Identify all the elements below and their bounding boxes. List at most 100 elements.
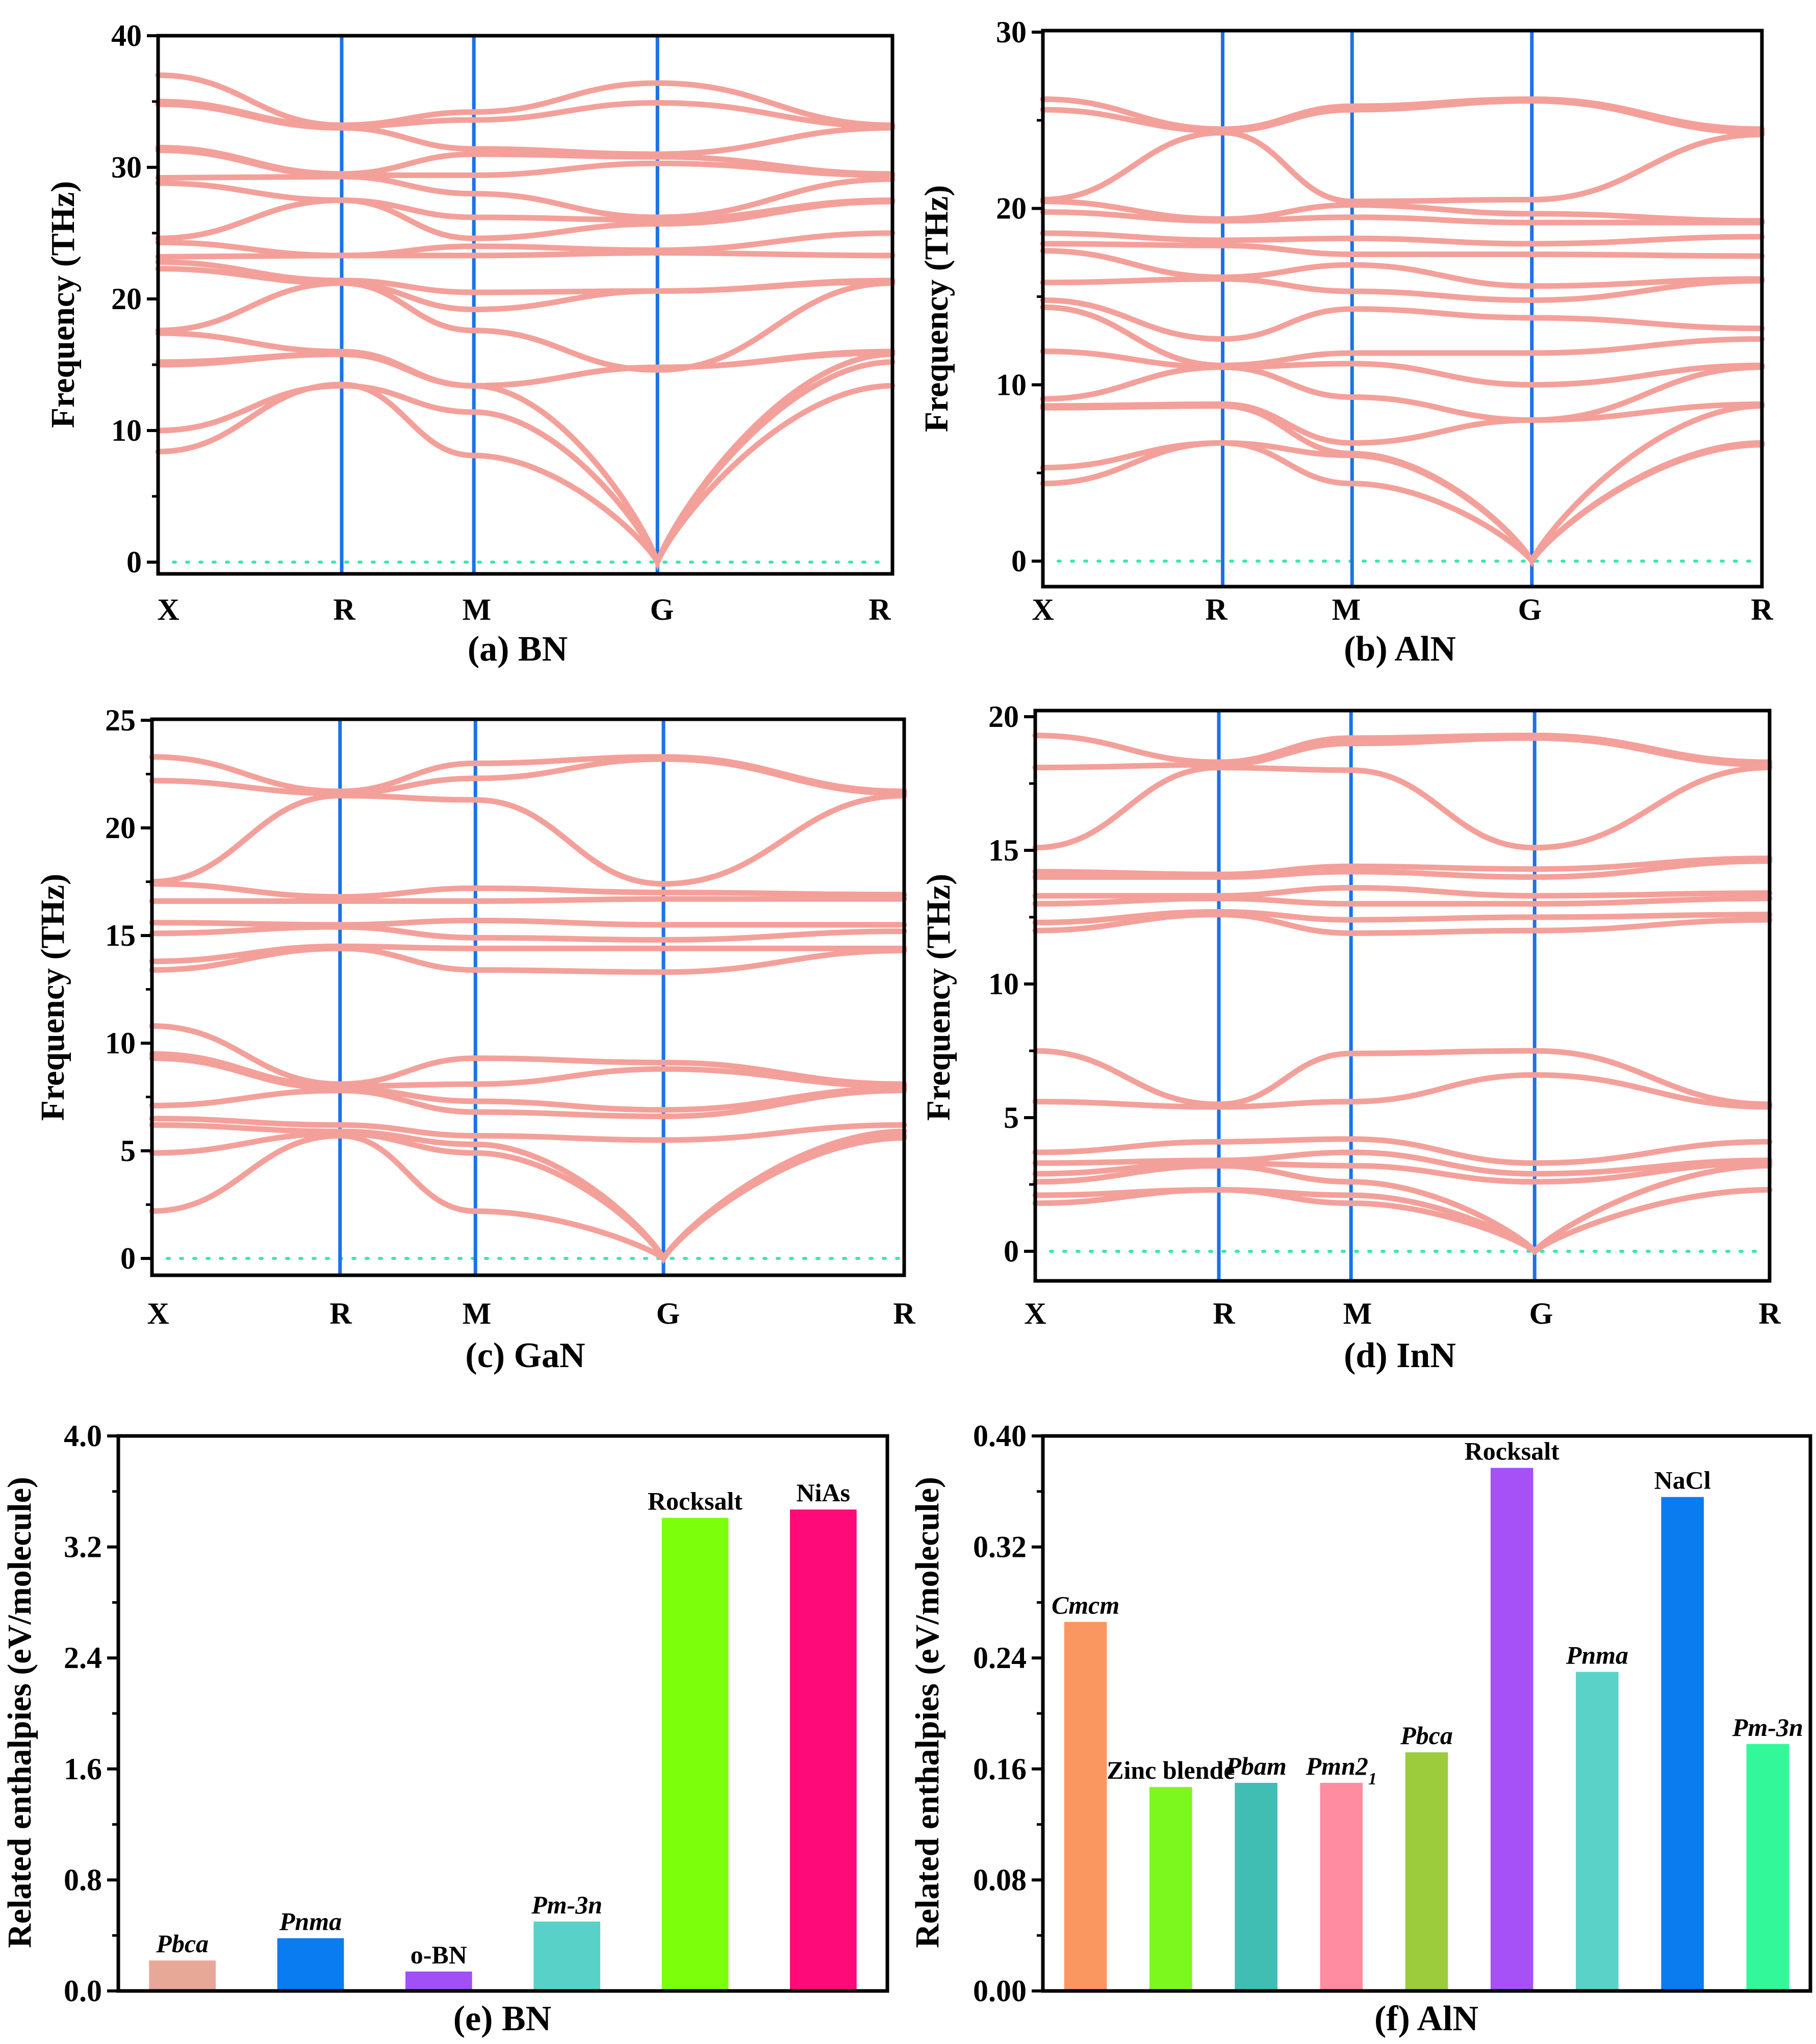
k-point-label-M: M — [1332, 593, 1361, 626]
k-point-label-G: G — [650, 593, 674, 626]
phonon-band-6 — [149, 1051, 907, 1089]
y-tick-label: 0.08 — [973, 1863, 1027, 1897]
y-tick-label: 2.4 — [64, 1641, 102, 1675]
y-tick-label: 10 — [105, 1026, 136, 1060]
y-tick-label: 0 — [120, 1242, 136, 1275]
bar-zinc-blende — [1149, 1787, 1192, 1991]
phonon-band-9 — [1032, 909, 1773, 925]
phonon-band-9 — [155, 230, 896, 259]
phonon-band-4 — [149, 1088, 907, 1120]
phonon-band-5 — [1040, 348, 1765, 388]
phonon-band-8 — [1040, 276, 1765, 303]
plot-frame — [1033, 709, 1772, 1283]
phonon-band-4 — [1040, 364, 1765, 423]
phonon-band-12 — [155, 173, 896, 220]
bar-label: Pbam — [1225, 1752, 1286, 1780]
phonon-band-13 — [1040, 198, 1765, 224]
y-tick-label: 0 — [126, 545, 142, 579]
bar-label: Pm-3n — [1732, 1713, 1803, 1742]
bar-pm-3n — [533, 1922, 600, 1991]
phonon-band-8 — [1032, 912, 1773, 936]
k-point-label-G: G — [1518, 593, 1542, 626]
bar-label: Pnma — [279, 1907, 342, 1936]
phonon-band-4 — [1032, 1149, 1773, 1177]
panel-b-aln-phonon: 0 10 20 30 X R M G R Frequency (THz) (b) AlN — [918, 15, 1773, 669]
phonon-band-7 — [155, 259, 896, 295]
bar-label: Cmcm — [1052, 1591, 1119, 1620]
phonon-band-7 — [1040, 297, 1765, 342]
panel-caption: (d) InN — [1344, 1336, 1456, 1375]
y-tick-label: 0.32 — [973, 1530, 1027, 1564]
phonon-band-6 — [1032, 1072, 1773, 1110]
phonon-band-9 — [149, 943, 907, 965]
y-tick-label: 10 — [996, 368, 1027, 401]
phonon-band-1 — [1032, 1187, 1773, 1255]
bar-label: Pm-3n — [531, 1890, 602, 1919]
phonon-band-14 — [1040, 130, 1765, 205]
phonon-band-14 — [155, 144, 896, 177]
bar-label: NiAs — [797, 1478, 851, 1507]
bar-label: Pnma — [1566, 1641, 1628, 1669]
y-tick-label: 0.8 — [64, 1863, 102, 1897]
y-tick-label: 15 — [105, 919, 136, 952]
panel-caption: (a) BN — [468, 629, 568, 669]
panel-caption: (e) BN — [453, 1999, 551, 2038]
phonon-band-16 — [149, 754, 907, 794]
y-tick-label: 3.2 — [64, 1530, 102, 1564]
phonon-band-10 — [155, 197, 896, 241]
k-point-label-X: X — [147, 1297, 169, 1330]
phonon-band-14 — [1032, 765, 1773, 851]
panel-c-gan-phonon: 0 5 10 15 20 25 X R M G R Frequency (THz) (c) GaN — [34, 703, 915, 1375]
plot-frame — [156, 34, 894, 576]
phonon-band-16 — [1032, 733, 1773, 765]
panel-caption: (f) AlN — [1374, 1999, 1478, 2038]
plot-frame — [1041, 29, 1764, 589]
phonon-band-16 — [155, 98, 896, 130]
panel-caption: (c) GaN — [465, 1336, 585, 1375]
phonon-band-10 — [1032, 895, 1773, 907]
bar-rocksalt — [1490, 1468, 1533, 1991]
phonon-band-13 — [149, 881, 907, 900]
bar-rocksalt — [661, 1518, 729, 1991]
k-point-label-M: M — [463, 1297, 492, 1330]
y-tick-label: 4.0 — [64, 1419, 102, 1453]
y-tick-label: 20 — [996, 192, 1027, 225]
k-point-label-R: R — [1205, 593, 1227, 626]
bar-label: Rocksalt — [1465, 1437, 1559, 1466]
y-axis-title: Frequency (THz) — [920, 874, 957, 1121]
y-axis-title: Related enthalpies (eV/molecule) — [909, 1477, 946, 1948]
phonon-band-16 — [1040, 96, 1765, 132]
phonon-band-8 — [149, 945, 907, 975]
y-tick-label: 20 — [105, 811, 136, 845]
phonon-band-9 — [1040, 248, 1765, 289]
phonon-band-12 — [149, 896, 907, 904]
bar-pnma — [1576, 1672, 1619, 1991]
bar-nias — [790, 1509, 857, 1991]
y-tick-label: 30 — [111, 150, 142, 184]
k-point-label-X: X — [1024, 1297, 1046, 1330]
y-tick-label: 5 — [1004, 1101, 1019, 1134]
bar-label: NaCl — [1654, 1466, 1711, 1495]
phonon-band-11 — [1040, 230, 1765, 247]
y-tick-label: 20 — [988, 700, 1019, 734]
y-axis-title: Related enthalpies (eV/molecule) — [1, 1477, 38, 1948]
plot-frame — [150, 717, 906, 1277]
phonon-band-10 — [149, 924, 907, 943]
phonon-band-3 — [1032, 1160, 1773, 1185]
phonon-band-3 — [1040, 401, 1765, 446]
k-point-label-X: X — [157, 593, 179, 626]
bar-label: Zinc blende — [1107, 1756, 1235, 1784]
panel-a-bn-phonon: 0 10 20 30 40 X R M G R Frequency (THz) (a) BN — [44, 19, 896, 669]
bar-label: Pbca — [1400, 1721, 1453, 1750]
phonon-band-4 — [155, 330, 896, 389]
y-tick-label: 10 — [988, 967, 1019, 1001]
k-point-label-R: R — [1758, 1297, 1781, 1330]
y-tick-label: 0.40 — [973, 1419, 1027, 1453]
phonon-band-17 — [155, 72, 896, 128]
k-point-label-R: R — [333, 593, 355, 626]
y-axis-title: Frequency (THz) — [918, 185, 955, 433]
phonon-band-12 — [1040, 209, 1765, 225]
phonon-band-8 — [155, 250, 896, 260]
phonon-band-11 — [155, 180, 896, 223]
